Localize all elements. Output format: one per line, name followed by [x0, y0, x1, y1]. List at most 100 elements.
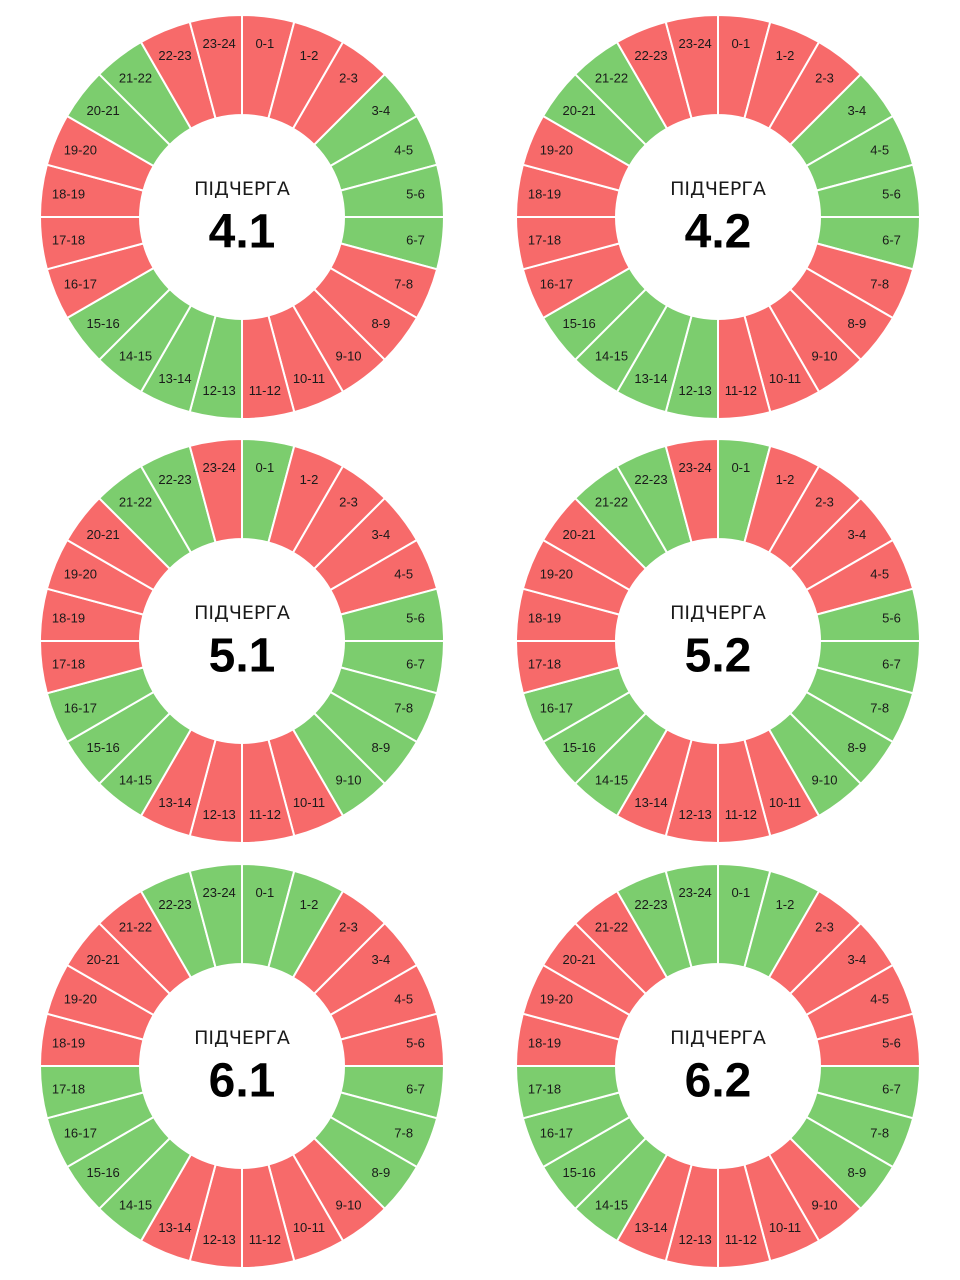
hour-label: 4-5	[870, 143, 889, 158]
hour-label: 10-11	[293, 1220, 325, 1235]
hour-label: 11-12	[249, 1232, 281, 1247]
hour-label: 1-2	[300, 48, 319, 63]
hour-label: 18-19	[528, 1036, 561, 1051]
hour-label: 3-4	[847, 952, 866, 967]
hour-label: 1-2	[300, 472, 319, 487]
hour-label: 23-24	[203, 885, 236, 900]
hour-label: 6-7	[882, 656, 901, 671]
hour-label: 8-9	[847, 740, 866, 755]
hour-label: 17-18	[52, 656, 85, 671]
hour-label: 0-1	[731, 36, 750, 51]
hour-label: 13-14	[158, 1220, 191, 1235]
hour-label: 18-19	[52, 187, 85, 202]
hour-label: 19-20	[64, 567, 97, 582]
hour-label: 15-16	[87, 740, 120, 755]
hour-segment-23-24-off	[664, 437, 719, 544]
hour-label: 20-21	[563, 952, 596, 967]
schedule-donut-5.1: 0-1 1-2 2-3 3-4 4-5 5-6 6-7 7-8 8-9 9-10 10-11 11-1…	[38, 437, 446, 845]
hour-label: 21-22	[595, 920, 628, 935]
hour-label: 22-23	[158, 48, 191, 63]
hour-label: 2-3	[339, 495, 358, 510]
hour-segment-23-24-off	[188, 437, 243, 544]
subgroup-title: ПІДЧЕРГА	[670, 178, 766, 200]
hour-label: 15-16	[563, 1165, 596, 1180]
hour-label: 9-10	[812, 1197, 838, 1212]
hour-label: 3-4	[371, 527, 390, 542]
hour-label: 15-16	[563, 740, 596, 755]
subgroup-number: 6.1	[209, 1055, 276, 1108]
hour-label: 14-15	[119, 772, 152, 787]
hour-label: 13-14	[158, 371, 191, 386]
hour-label: 21-22	[595, 71, 628, 86]
hour-label: 2-3	[815, 920, 834, 935]
hour-label: 9-10	[336, 772, 362, 787]
hour-label: 21-22	[595, 495, 628, 510]
hour-label: 20-21	[563, 527, 596, 542]
hour-label: 8-9	[847, 316, 866, 331]
hour-label: 2-3	[815, 495, 834, 510]
hour-label: 7-8	[394, 276, 413, 291]
hour-label: 2-3	[339, 71, 358, 86]
hour-label: 16-17	[540, 1125, 573, 1140]
hour-label: 8-9	[371, 316, 390, 331]
hour-label: 12-13	[203, 1232, 236, 1247]
hour-label: 4-5	[394, 143, 413, 158]
hour-label: 14-15	[595, 348, 628, 363]
subgroup-title: ПІДЧЕРГА	[194, 178, 290, 200]
hour-label: 17-18	[528, 1081, 561, 1096]
hour-label: 23-24	[203, 460, 236, 475]
hour-label: 5-6	[406, 1036, 425, 1051]
hour-label: 22-23	[634, 897, 667, 912]
hour-label: 6-7	[406, 1081, 425, 1096]
hour-label: 11-12	[249, 383, 281, 398]
hour-label: 8-9	[371, 1165, 390, 1180]
hour-label: 7-8	[870, 700, 889, 715]
hour-label: 0-1	[731, 460, 750, 475]
hour-label: 15-16	[87, 316, 120, 331]
schedule-donut-6.1: 0-1 1-2 2-3 3-4 4-5 5-6 6-7 7-8 8-9 9-10 10-11 11-1…	[38, 862, 446, 1270]
hour-label: 17-18	[528, 232, 561, 247]
hour-label: 16-17	[540, 276, 573, 291]
hour-label: 16-17	[64, 276, 97, 291]
hour-label: 7-8	[394, 700, 413, 715]
hour-label: 12-13	[679, 1232, 712, 1247]
hour-label: 12-13	[203, 807, 236, 822]
hour-label: 4-5	[870, 567, 889, 582]
hour-label: 5-6	[406, 187, 425, 202]
hour-label: 6-7	[882, 1081, 901, 1096]
hour-label: 13-14	[634, 1220, 667, 1235]
hour-label: 13-14	[158, 795, 191, 810]
hour-label: 1-2	[776, 472, 795, 487]
hour-label: 22-23	[158, 897, 191, 912]
hour-label: 12-13	[203, 383, 236, 398]
hour-label: 19-20	[540, 143, 573, 158]
hour-label: 10-11	[769, 371, 801, 386]
hour-label: 18-19	[528, 611, 561, 626]
hour-label: 20-21	[87, 952, 120, 967]
hour-label: 18-19	[52, 1036, 85, 1051]
hour-label: 4-5	[394, 567, 413, 582]
hour-label: 7-8	[870, 1125, 889, 1140]
hour-label: 2-3	[815, 71, 834, 86]
hour-label: 23-24	[679, 36, 712, 51]
hour-label: 14-15	[119, 1197, 152, 1212]
hour-segment-23-24-on	[664, 862, 719, 969]
hour-label: 16-17	[540, 700, 573, 715]
hour-label: 13-14	[634, 795, 667, 810]
hour-label: 3-4	[847, 103, 866, 118]
hour-label: 11-12	[725, 807, 757, 822]
subgroup-title: ПІДЧЕРГА	[194, 602, 290, 624]
hour-label: 23-24	[679, 460, 712, 475]
hour-label: 20-21	[563, 103, 596, 118]
hour-label: 13-14	[634, 371, 667, 386]
hour-label: 12-13	[679, 383, 712, 398]
hour-label: 8-9	[371, 740, 390, 755]
hour-label: 0-1	[255, 36, 274, 51]
hour-label: 10-11	[769, 795, 801, 810]
hour-segment-23-24-off	[664, 13, 719, 120]
hour-label: 19-20	[64, 143, 97, 158]
hour-label: 5-6	[406, 611, 425, 626]
hour-label: 19-20	[540, 992, 573, 1007]
hour-label: 18-19	[52, 611, 85, 626]
